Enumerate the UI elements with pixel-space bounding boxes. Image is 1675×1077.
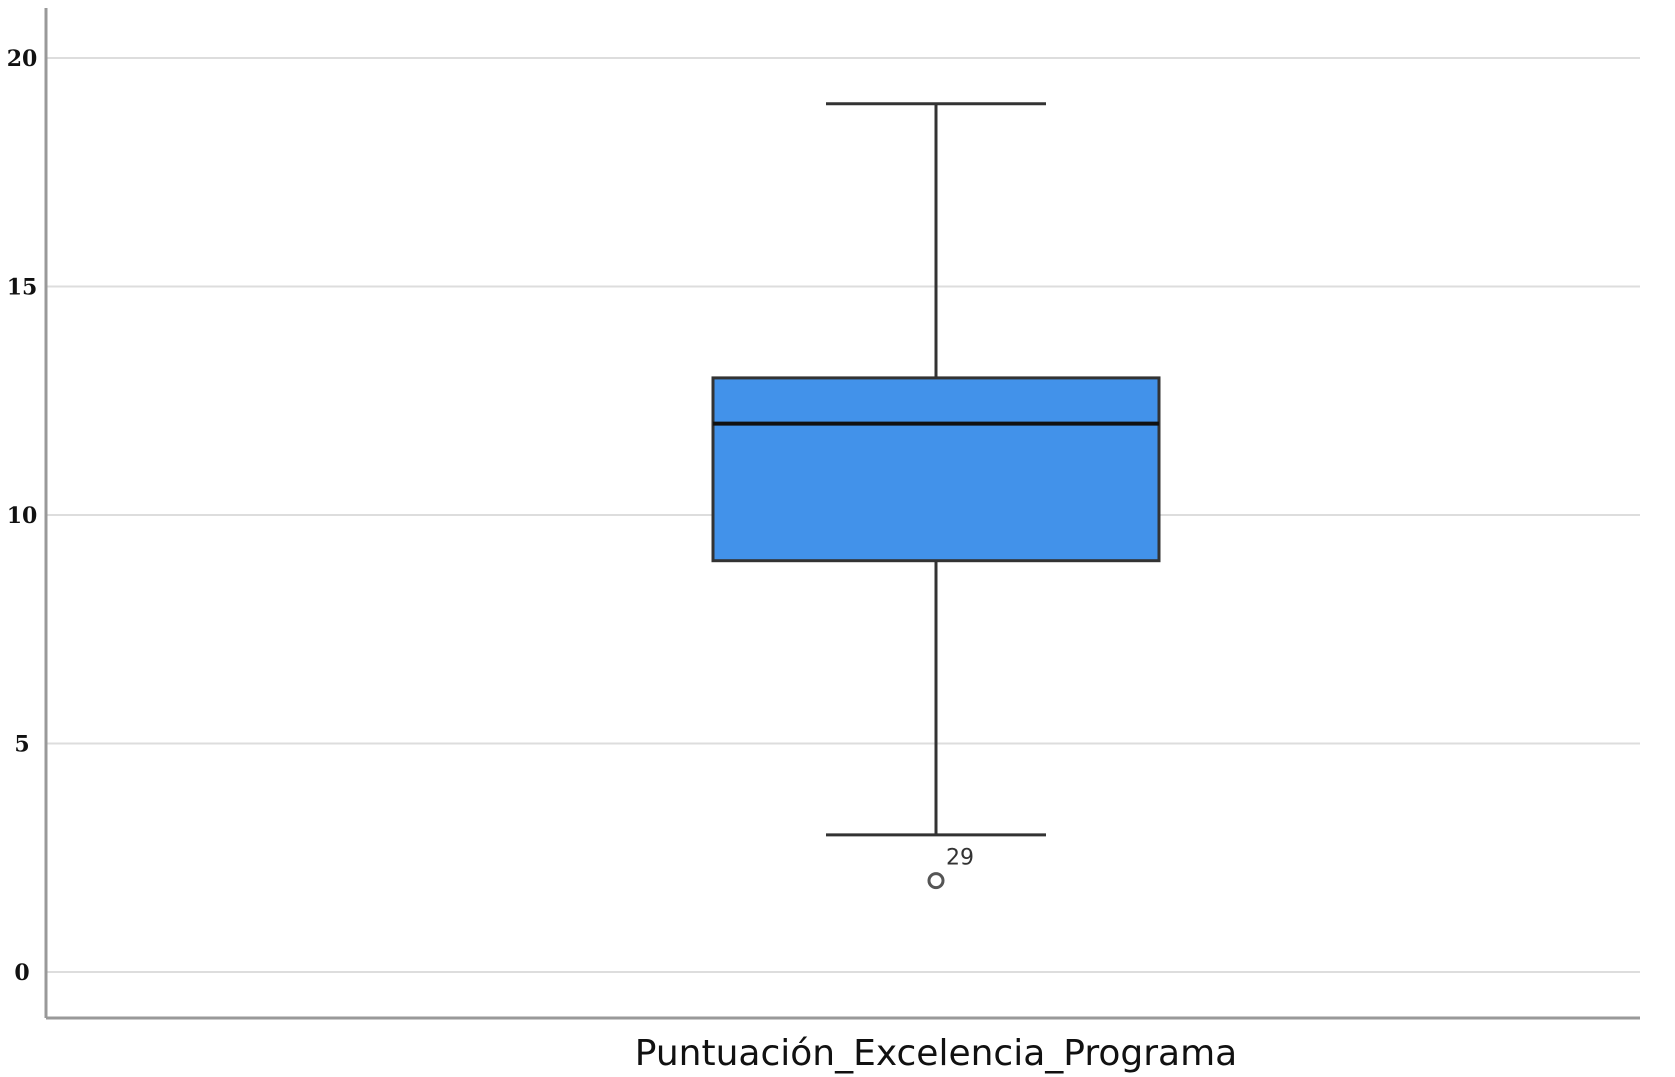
y-axis: 0 5 10 15 20: [7, 8, 48, 1018]
boxplot-area: 29: [711, 102, 1161, 890]
y-tick-label: 20: [7, 46, 38, 72]
category-label: Puntuación_Excelencia_Programa: [635, 1033, 1237, 1074]
outlier-label: 29: [946, 846, 974, 871]
y-tick-label: 10: [7, 503, 38, 529]
iqr-box: [711, 376, 1161, 563]
y-tick-label: 0: [14, 960, 29, 986]
y-tick-label: 5: [14, 732, 29, 758]
outlier-point: [927, 872, 945, 890]
y-tick-label: 15: [7, 275, 38, 301]
